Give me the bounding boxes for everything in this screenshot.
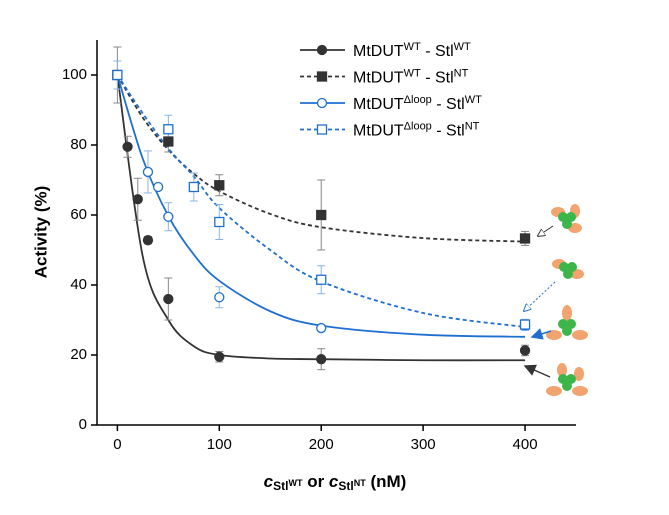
x-label-part: c: [329, 472, 339, 491]
legend-entry: MtDUTΔloop - StlNT: [300, 121, 480, 140]
point: [316, 322, 327, 334]
x-label-part: Stl: [273, 479, 288, 493]
x-label-part: NT: [354, 478, 366, 488]
point: [142, 166, 154, 178]
legend-label-part: NT: [465, 121, 480, 133]
point: [122, 141, 133, 152]
legend-label-part: - Stl: [432, 123, 465, 140]
point: [316, 354, 327, 365]
point: [163, 136, 174, 147]
legend-label: MtDUTWT - StlNT: [353, 68, 469, 87]
point: [316, 209, 327, 221]
legend-label-part: MtDUT: [353, 43, 404, 60]
legend-label-part: NT: [454, 68, 469, 80]
x-tick-label: 400: [513, 436, 538, 453]
x-label-part: Stl: [338, 479, 353, 493]
point: [163, 124, 174, 135]
legend-entry: MtDUTWT - StlNT: [300, 68, 469, 87]
point: [188, 181, 199, 193]
point: [214, 216, 225, 228]
point: [519, 233, 531, 244]
y-tick-label: 100: [62, 66, 87, 83]
y-tick-label: 20: [70, 346, 87, 363]
complex-icon: [551, 204, 582, 233]
y-tick-label: 60: [70, 206, 87, 223]
arrow: [530, 328, 552, 340]
point: [519, 319, 531, 330]
legend-marker: [316, 71, 328, 82]
arrow: [523, 364, 551, 378]
point: [214, 292, 225, 303]
complex-icon: [552, 259, 584, 279]
arrow: [538, 225, 554, 236]
legend-label-part: WT: [465, 94, 482, 106]
point: [132, 194, 143, 205]
legend-label: MtDUTWT - StlWT: [353, 41, 471, 60]
legend-label-part: WT: [454, 41, 471, 53]
point: [142, 235, 154, 246]
x-label-part: (nM): [366, 472, 407, 491]
fit-curve: [116, 74, 526, 328]
x-label-part: c: [264, 472, 274, 491]
legend-label-part: MtDUT: [353, 96, 404, 113]
point: [152, 181, 164, 193]
legend-entry: MtDUTWT - StlWT: [300, 41, 471, 60]
legend-entry: MtDUTΔloop - StlWT: [300, 94, 482, 113]
arrow: [524, 281, 556, 311]
point: [519, 345, 531, 356]
legend-marker: [316, 44, 328, 56]
complex-icon: [546, 363, 588, 396]
legend-label-part: MtDUT: [353, 70, 404, 87]
legend-label-part: - Stl: [432, 96, 465, 113]
legend-label: MtDUTΔloop - StlNT: [353, 121, 480, 140]
legend-label-part: Δloop: [404, 121, 432, 133]
legend-label: MtDUTΔloop - StlWT: [353, 94, 482, 113]
legend-label-part: WT: [404, 41, 421, 53]
legend-label-part: MtDUT: [353, 123, 404, 140]
point: [214, 180, 225, 191]
point: [163, 293, 174, 305]
y-tick-label: 0: [79, 416, 87, 433]
point: [214, 351, 225, 362]
legend-label-part: - Stl: [421, 70, 454, 87]
complex-icon: [546, 305, 588, 340]
x-axis-title: cStlWT or cStlNT (nM): [264, 472, 407, 493]
legend-label-part: WT: [404, 68, 421, 80]
x-label-part: WT: [288, 478, 302, 488]
x-tick-label: 0: [113, 436, 121, 453]
y-tick-label: 80: [70, 136, 87, 153]
x-label-part: or: [302, 472, 328, 491]
x-tick-label: 200: [309, 436, 334, 453]
x-tick-label: 300: [411, 436, 436, 453]
legend-marker: [316, 124, 328, 135]
x-tick-label: 100: [207, 436, 232, 453]
icons: [524, 204, 588, 396]
y-tick-label: 40: [70, 276, 87, 293]
point: [112, 69, 123, 81]
y-axis-title: Activity (%): [31, 186, 50, 279]
fit-curve: [116, 74, 526, 243]
legend-marker: [316, 97, 328, 109]
legend-label-part: - Stl: [421, 43, 454, 60]
legend-label-part: Δloop: [404, 94, 432, 106]
point: [316, 274, 327, 285]
point: [163, 211, 174, 222]
